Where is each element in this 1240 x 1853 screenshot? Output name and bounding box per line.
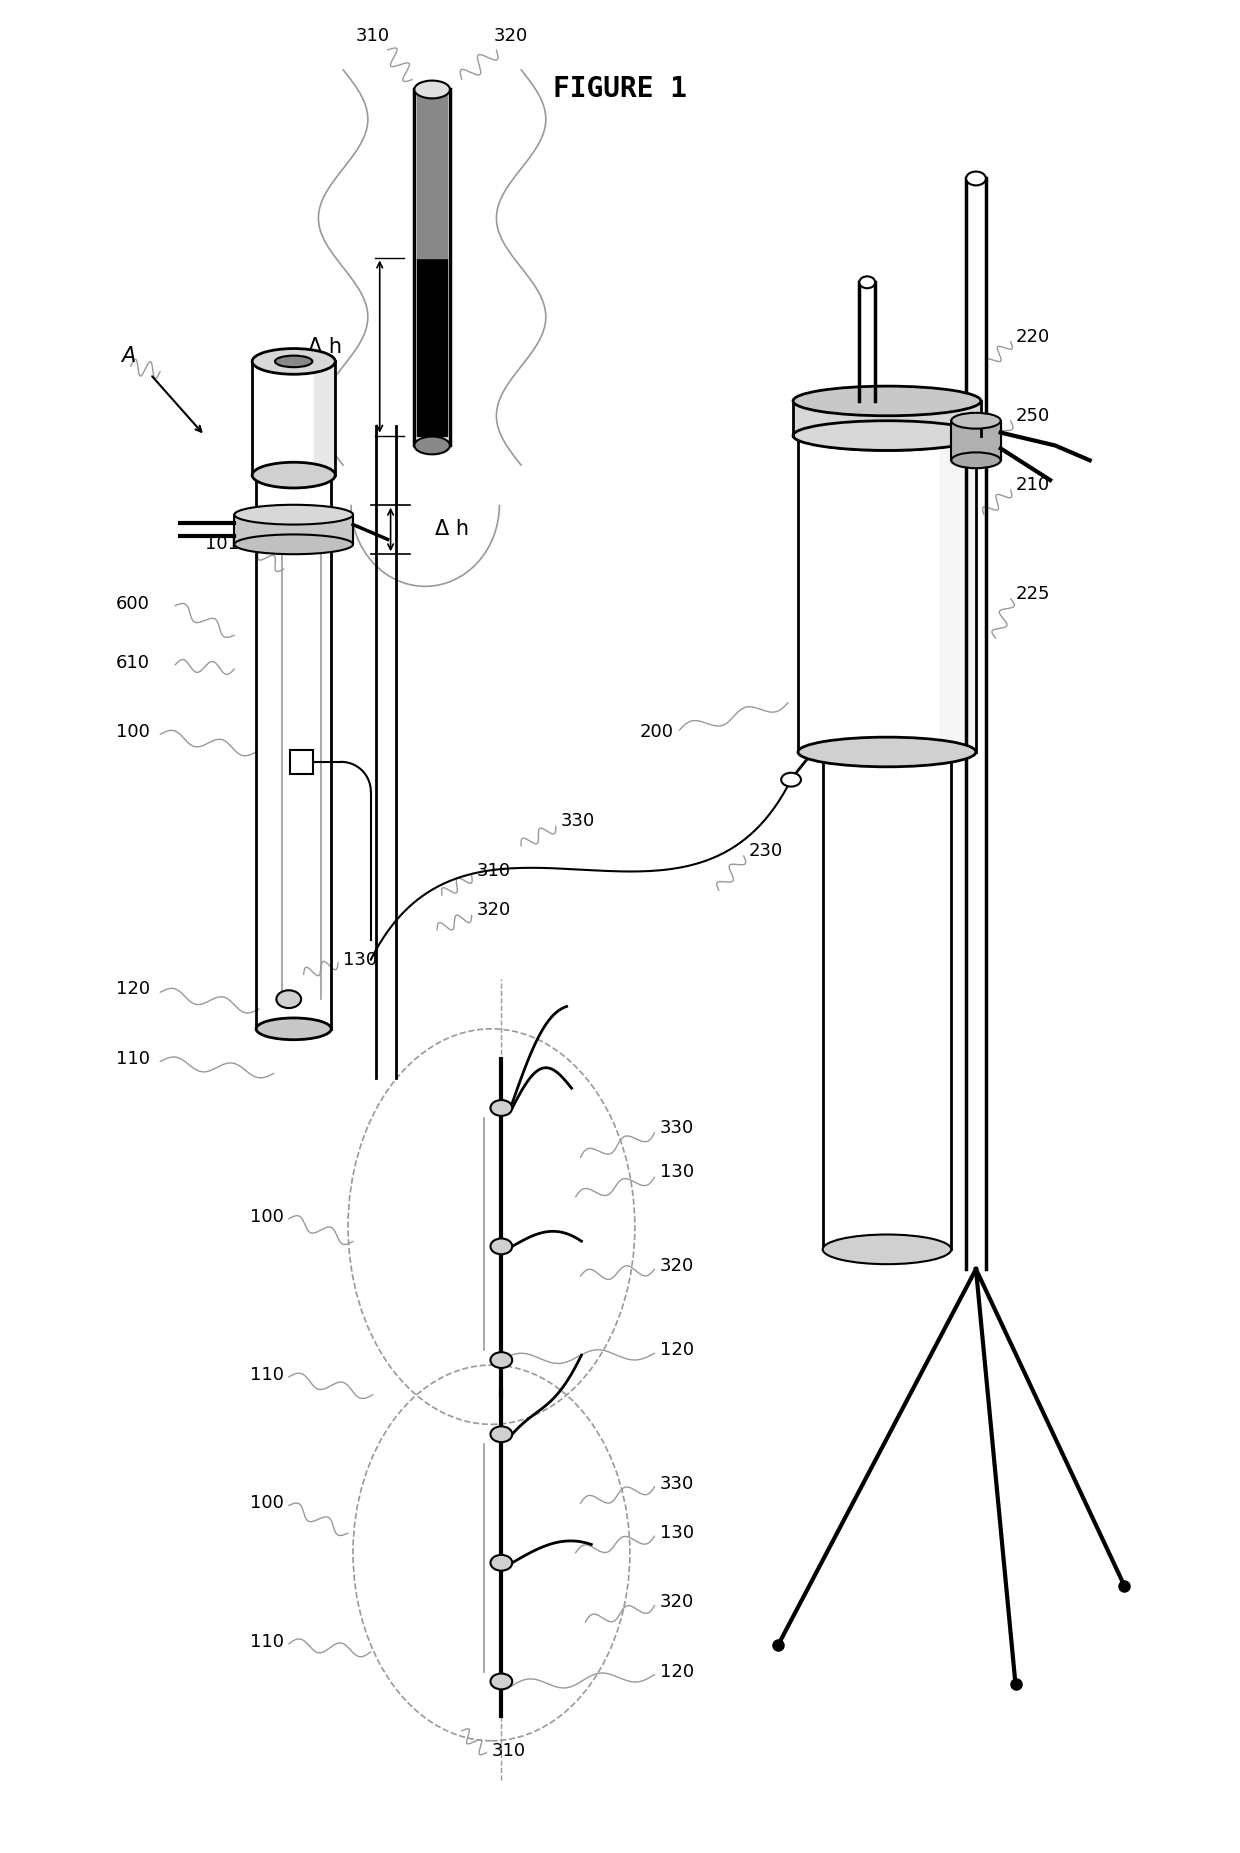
Text: 110: 110 <box>115 1049 150 1067</box>
Text: 310: 310 <box>476 862 511 880</box>
Text: 120: 120 <box>660 1662 693 1681</box>
Ellipse shape <box>794 421 981 450</box>
Ellipse shape <box>414 437 450 454</box>
Text: Δ h: Δ h <box>435 519 469 539</box>
Text: 310: 310 <box>491 1742 526 1760</box>
FancyBboxPatch shape <box>290 750 314 775</box>
Text: 130: 130 <box>660 1164 693 1180</box>
Text: 320: 320 <box>476 901 511 919</box>
Ellipse shape <box>491 1353 512 1368</box>
Text: 100: 100 <box>115 723 150 741</box>
Ellipse shape <box>234 504 353 524</box>
Text: 110: 110 <box>249 1366 284 1384</box>
Ellipse shape <box>781 773 801 786</box>
Text: 320: 320 <box>494 28 528 44</box>
Ellipse shape <box>951 452 1001 469</box>
Ellipse shape <box>414 80 450 98</box>
Ellipse shape <box>275 356 312 367</box>
Ellipse shape <box>951 413 1001 428</box>
Text: 101: 101 <box>205 536 239 554</box>
Ellipse shape <box>859 276 875 289</box>
Text: 100: 100 <box>250 1495 284 1512</box>
Text: 230: 230 <box>749 841 782 860</box>
Text: 250: 250 <box>1016 408 1050 424</box>
Text: 330: 330 <box>660 1119 694 1136</box>
Text: 210: 210 <box>1016 476 1049 495</box>
Text: 320: 320 <box>660 1256 694 1275</box>
Ellipse shape <box>252 348 335 374</box>
Text: 600: 600 <box>115 595 150 613</box>
Text: A: A <box>120 347 135 367</box>
Text: 220: 220 <box>1016 328 1050 347</box>
Ellipse shape <box>491 1101 512 1116</box>
Text: 330: 330 <box>560 812 595 830</box>
Text: 100: 100 <box>250 1208 284 1225</box>
Ellipse shape <box>794 385 981 415</box>
Ellipse shape <box>966 172 986 185</box>
Ellipse shape <box>491 1673 512 1690</box>
Ellipse shape <box>277 990 301 1008</box>
Text: 130: 130 <box>660 1525 693 1542</box>
Ellipse shape <box>822 1234 951 1264</box>
Text: 110: 110 <box>249 1632 284 1651</box>
Ellipse shape <box>491 1238 512 1254</box>
Ellipse shape <box>234 534 353 554</box>
Ellipse shape <box>257 1017 331 1040</box>
Text: 120: 120 <box>115 980 150 999</box>
Text: 130: 130 <box>343 951 377 969</box>
Text: 225: 225 <box>1016 586 1050 602</box>
Text: 310: 310 <box>356 28 389 44</box>
Text: 330: 330 <box>660 1475 694 1494</box>
Text: 120: 120 <box>660 1342 693 1360</box>
Ellipse shape <box>491 1427 512 1442</box>
Text: FIGURE 1: FIGURE 1 <box>553 76 687 104</box>
Text: 200: 200 <box>640 723 673 741</box>
Ellipse shape <box>252 461 335 487</box>
Ellipse shape <box>799 421 976 450</box>
Text: 320: 320 <box>660 1594 694 1612</box>
Ellipse shape <box>491 1555 512 1571</box>
Text: Δ h: Δ h <box>309 337 342 356</box>
Ellipse shape <box>799 737 976 767</box>
Text: 610: 610 <box>115 654 150 673</box>
